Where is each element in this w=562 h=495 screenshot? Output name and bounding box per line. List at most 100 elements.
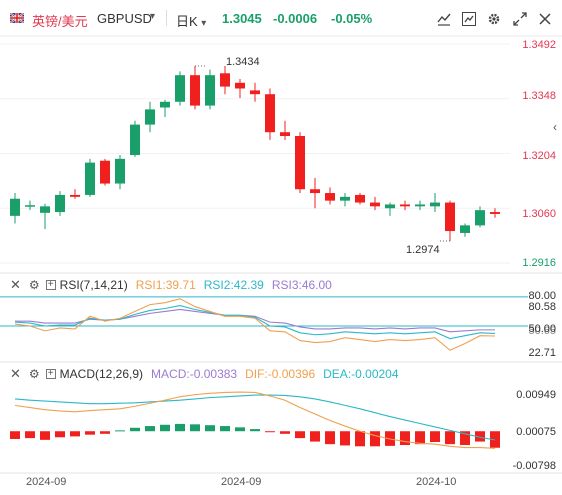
macd-histogram-bar [205,425,215,432]
price-change-pct: -0.05% [331,11,373,26]
indicator-toggle-icon[interactable]: + [45,369,56,379]
price-axis-label: 1.3492 [522,39,556,51]
rsi3-value: RSI3:46.00 [271,278,332,292]
macd-value: MACD:-0.00383 [151,367,238,381]
dif-value: DIF:-0.00396 [245,367,316,381]
date-axis-label: 2024-10 [416,476,457,488]
indicator-icon-graphic [462,12,476,26]
macd-dif-line [14,391,496,449]
macd-histogram-bar [475,431,485,442]
candle-body [70,194,80,197]
macd-histogram-bar [160,424,170,432]
macd-histogram-bar [145,426,155,432]
rsi-axis-label: 80.58 [528,301,556,313]
indicator-icon[interactable] [462,12,478,28]
rsi-axis-label: 50.65 [528,325,556,337]
macd-histogram-bar [190,424,200,432]
fullscreen-icon[interactable] [513,12,529,28]
candle-body [370,202,380,207]
rsi1-value: RSI1:39.71 [135,278,196,292]
dea-value: DEA:-0.00204 [323,367,399,381]
macd-histogram-bar [70,431,80,437]
macd-histogram-bar [430,431,440,442]
candle-body [265,94,275,133]
candle-body [130,124,140,156]
chevron-down-icon[interactable]: ▾ [150,11,156,22]
candle-body [55,194,65,213]
candle-body [175,75,185,102]
price-axis-label: 1.3204 [522,150,556,162]
macd-histogram-bar [250,429,260,432]
settings-icon[interactable]: ⚙ [28,278,40,292]
macd-axis-label: 0.00949 [516,389,556,401]
macd-histogram-bar [115,430,125,432]
candle-body [355,194,365,203]
macd-axis-label: -0.00798 [512,460,556,472]
settings-icon[interactable] [487,12,503,28]
symbol-selector[interactable]: GBPUSD [97,11,152,26]
candle-body [10,198,20,216]
price-change: -0.0006 [273,11,318,26]
macd-histogram-bar [130,427,140,432]
settings-icon[interactable]: ⚙ [28,367,40,381]
macd-dea-line [14,394,496,441]
chevron-down-icon: ▾ [201,18,207,29]
candle-body [340,196,350,201]
candle-body [40,206,50,213]
macd-histogram-bar [295,431,305,439]
candle-body [490,212,500,214]
candle-body [385,204,395,209]
rsi3-line [15,308,495,333]
toolbar-divider [166,10,167,26]
fullscreen-icon-graphic [513,12,527,26]
candle-body [445,202,455,232]
macd-histogram-bar [325,431,335,445]
candle-body [220,73,230,87]
price-axis-label: 1.2916 [522,257,556,269]
candle-body [235,82,245,89]
draw-icon[interactable] [437,12,453,28]
date-axis-label: 2024-09 [26,476,67,488]
candle-body [25,205,35,207]
candle-body [400,204,410,207]
macd-histogram-bar [355,431,365,447]
close-icon[interactable]: ✕ [10,366,21,381]
pair-name[interactable]: 英镑/美元 [32,14,88,29]
indicator-toggle-icon[interactable]: + [45,280,56,290]
macd-title: MACD(12,26,9) [59,367,144,381]
macd-histogram-bar [85,431,95,435]
period-label: 日K [176,14,198,29]
macd-histogram-bar [415,431,425,445]
period-selector[interactable]: 日K ▾ [176,11,206,30]
macd-histogram-bar [10,431,20,439]
macd-axis-label: 0.00075 [516,426,556,438]
candle-body [250,90,260,95]
uk-flag-icon [10,13,24,23]
candle-body [295,136,305,190]
chevron-left-icon[interactable]: ‹ [553,120,557,134]
candle-body [280,132,290,137]
rsi-header: ✕ ⚙ + RSI(7,14,21) RSI1:39.71 RSI2:42.39… [0,276,562,294]
close-icon[interactable] [538,12,554,28]
macd-histogram-bar [40,431,50,440]
macd-header: ✕ ⚙ + MACD(12,26,9) MACD:-0.00383 DIF:-0… [0,365,562,383]
price-axis-label: 1.3060 [522,208,556,220]
macd-histogram-bar [265,431,275,433]
candle-body [475,210,485,226]
macd-histogram-bar [25,431,35,439]
candle-body [145,109,155,125]
low-annotation: 1.2974 [406,244,440,256]
candle-body [460,225,470,233]
macd-histogram-bar [175,423,185,432]
candle-body [85,162,95,195]
candle-body [100,160,110,184]
price-axis-label: 1.3348 [522,90,556,102]
macd-histogram-bar [235,427,245,432]
rsi2-value: RSI2:42.39 [203,278,264,292]
rsi1-line [14,298,496,351]
candle-body [160,101,170,108]
macd-histogram-bar [460,431,470,446]
close-icon[interactable]: ✕ [10,277,21,292]
macd-histogram-bar [55,431,65,438]
